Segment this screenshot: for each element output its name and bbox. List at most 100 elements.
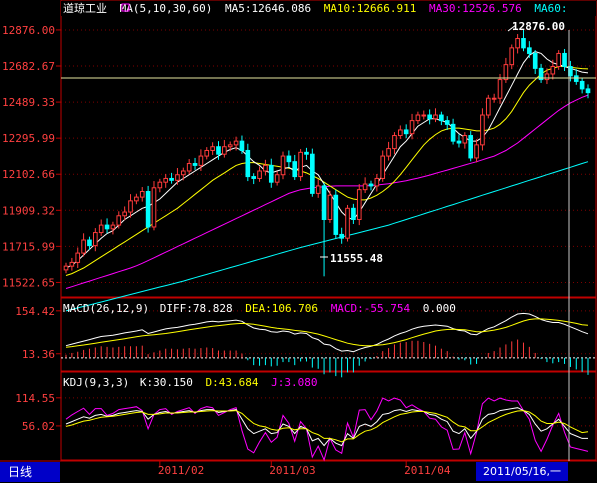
candle-up	[503, 64, 509, 81]
candle-up	[480, 114, 485, 146]
candle-up	[98, 224, 104, 234]
candle-up	[509, 47, 515, 66]
candle-up	[139, 191, 145, 198]
candle-down	[304, 151, 309, 155]
ma30-line	[65, 94, 589, 289]
candle-down	[439, 114, 444, 122]
macd-axis-tick-label: 154.42	[15, 305, 55, 318]
price-axis-tick-label: 12876.00	[2, 24, 55, 37]
ma30-value: MA30:12526.576	[429, 2, 522, 15]
candle-down	[145, 191, 151, 228]
macd-diff-line	[65, 312, 589, 353]
macd-params: MACD(26,12,9)	[63, 302, 149, 315]
candle-up	[122, 211, 127, 217]
candle-up	[81, 239, 86, 254]
ma60-line	[65, 161, 589, 312]
candle-up	[415, 114, 421, 122]
x-axis-tick-label: 2011/04	[404, 464, 451, 477]
candle-up	[380, 155, 386, 179]
low-marker-label: 11555.48	[330, 252, 383, 265]
candle-down	[351, 207, 356, 221]
candle-up	[134, 196, 139, 202]
candle-down	[468, 135, 474, 159]
ma60-value: MA60:	[534, 2, 567, 15]
candle-down	[456, 140, 462, 144]
candle-up	[128, 200, 133, 213]
candle-down	[268, 164, 274, 183]
candle-down	[310, 153, 315, 194]
candle-up	[222, 146, 227, 155]
macd-dea-line	[65, 318, 589, 348]
ma-params: MA(5,10,30,60)	[120, 2, 213, 15]
candle-up	[204, 149, 210, 157]
candle-up	[186, 163, 192, 172]
candle-up	[157, 181, 163, 189]
kdj-j-line	[65, 397, 589, 462]
candle-up	[550, 66, 556, 75]
kdj-axis-tick-label: 114.55	[15, 392, 55, 405]
candle-up	[227, 144, 233, 148]
price-axis-tick-label: 12295.99	[2, 132, 55, 145]
main-legend: 道琼工业 MA(5,10,30,60) MA5:12646.086 MA10:1…	[63, 1, 568, 15]
kdj-legend: KDJ(9,3,3) K:30.150 D:43.684 J:3.080	[63, 376, 317, 389]
candle-up	[280, 155, 286, 176]
period-tab-daily[interactable]: 日线	[0, 462, 60, 482]
candle-down	[87, 239, 92, 247]
ma10-line	[65, 66, 589, 276]
candle-up	[263, 164, 268, 172]
macd-dea-value: DEA:106.706	[245, 302, 318, 315]
candle-up	[397, 129, 403, 137]
ma-color-swatch-icon	[121, 3, 130, 12]
candle-up	[491, 97, 497, 100]
candle-down	[573, 75, 579, 82]
price-axis-tick-label: 11715.99	[2, 240, 55, 253]
candle-down	[450, 123, 456, 142]
candle-up	[163, 177, 169, 183]
candle-down	[403, 129, 409, 135]
candle-up	[462, 135, 468, 144]
candle-up	[210, 146, 215, 151]
candle-up	[409, 120, 415, 135]
candle-up	[198, 155, 204, 166]
candle-up	[93, 232, 98, 247]
candle-down	[245, 149, 251, 178]
ma5-value: MA5:12646.086	[225, 2, 311, 15]
kdj-d-value: D:43.684	[205, 376, 258, 389]
candle-up	[374, 177, 380, 187]
price-axis-tick-label: 12102.66	[2, 168, 55, 181]
candle-up	[556, 52, 561, 68]
candle-down	[444, 120, 450, 125]
high-marker-pointer	[507, 24, 517, 32]
index-name: 道琼工业	[63, 1, 107, 15]
kdj-k-value: K:30.150	[140, 376, 193, 389]
kdj-axis-tick-label: 56.02	[22, 420, 55, 433]
candle-up	[75, 252, 81, 263]
price-axis-tick-label: 11909.32	[2, 204, 55, 217]
candle-down	[169, 177, 174, 181]
candle-down	[527, 47, 532, 54]
price-axis-tick-label: 12682.67	[2, 60, 55, 73]
candle-up	[474, 144, 479, 159]
candle-up	[63, 265, 69, 271]
kdj-k-line	[65, 407, 588, 447]
candle-up	[345, 207, 350, 239]
macd-macd-value: MACD:-55.754	[331, 302, 411, 315]
macd-zero-value: 0.000	[423, 302, 456, 315]
candle-up	[421, 114, 427, 117]
candle-down	[239, 140, 245, 151]
candle-down	[579, 80, 585, 90]
candle-up	[356, 189, 362, 221]
candle-down	[427, 114, 432, 120]
candle-up	[151, 187, 157, 228]
candle-down	[192, 163, 198, 166]
candle-up	[497, 79, 503, 99]
kdj-d-line	[65, 410, 589, 443]
candle-up	[116, 215, 122, 226]
candle-down	[585, 88, 591, 94]
candle-down	[286, 155, 292, 163]
candle-down	[538, 67, 544, 81]
candle-up	[515, 38, 520, 49]
candle-down	[521, 38, 526, 49]
candle-up	[180, 170, 186, 176]
